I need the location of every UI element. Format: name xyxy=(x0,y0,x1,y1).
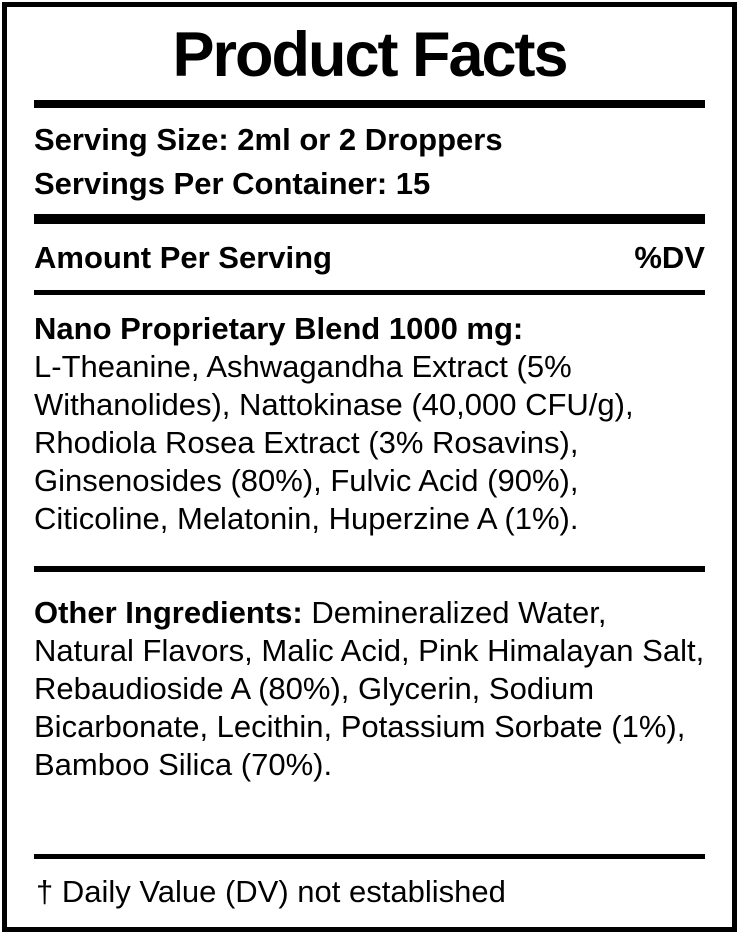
label-title: Product Facts xyxy=(172,20,568,90)
footnote-section: † Daily Value (DV) not established xyxy=(34,854,705,927)
divider-above-other-ingredients xyxy=(34,566,705,572)
other-ingredients-text: Demineralized Water, Natural Flavors, Ma… xyxy=(34,595,705,782)
blend-name: Nano Proprietary Blend 1000 mg: xyxy=(34,311,524,346)
divider-above-footnote xyxy=(34,854,705,859)
servings-per-container-line: Servings Per Container: 15 xyxy=(34,166,431,201)
blend-ingredients: L-Theanine, Ashwagandha Extract (5% With… xyxy=(34,349,634,536)
divider-under-header xyxy=(34,290,705,295)
serving-info: Serving Size: 2ml or 2 Droppers Servings… xyxy=(34,108,705,214)
divider-under-title xyxy=(34,100,705,108)
divider-under-serving xyxy=(34,214,705,224)
serving-size-line: Serving Size: 2ml or 2 Droppers xyxy=(34,122,503,157)
other-ingredients-section: Other Ingredients: Demineralized Water, … xyxy=(34,572,705,784)
daily-value-footnote: † Daily Value (DV) not established xyxy=(36,874,506,909)
amount-per-serving-header: Amount Per Serving %DV xyxy=(34,224,705,290)
amount-per-serving-label: Amount Per Serving xyxy=(34,240,332,275)
other-ingredients-label: Other Ingredients: xyxy=(34,595,303,630)
percent-dv-label: %DV xyxy=(634,240,705,275)
proprietary-blend-section: Nano Proprietary Blend 1000 mg: L-Theanin… xyxy=(34,295,705,566)
